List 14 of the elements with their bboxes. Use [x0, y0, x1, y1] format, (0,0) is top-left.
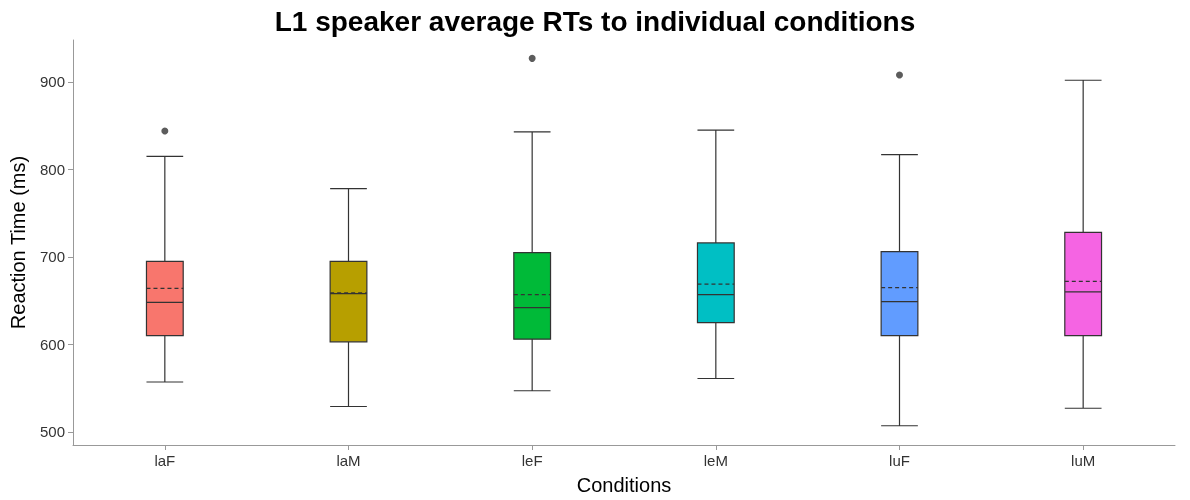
- y-tick-label: 700: [39, 248, 65, 266]
- x-tick-label: luM: [1071, 452, 1096, 469]
- x-tick-label: leF: [521, 452, 543, 469]
- y-tick-label: 800: [39, 160, 65, 178]
- y-tick-label: 600: [39, 335, 65, 353]
- y-tick-label: 500: [39, 423, 65, 441]
- x-tick-label: laF: [154, 452, 176, 469]
- x-tick-label: laM: [336, 452, 361, 469]
- x-tick-label: leM: [703, 452, 728, 469]
- y-axis-title: Reaction Time (ms): [7, 155, 29, 330]
- chart-title: L1 speaker average RTs to individual conditions: [274, 5, 916, 37]
- y-tick-label: 900: [39, 73, 65, 91]
- x-axis-title: Conditions: [576, 474, 672, 496]
- x-tick-label: luF: [889, 452, 910, 469]
